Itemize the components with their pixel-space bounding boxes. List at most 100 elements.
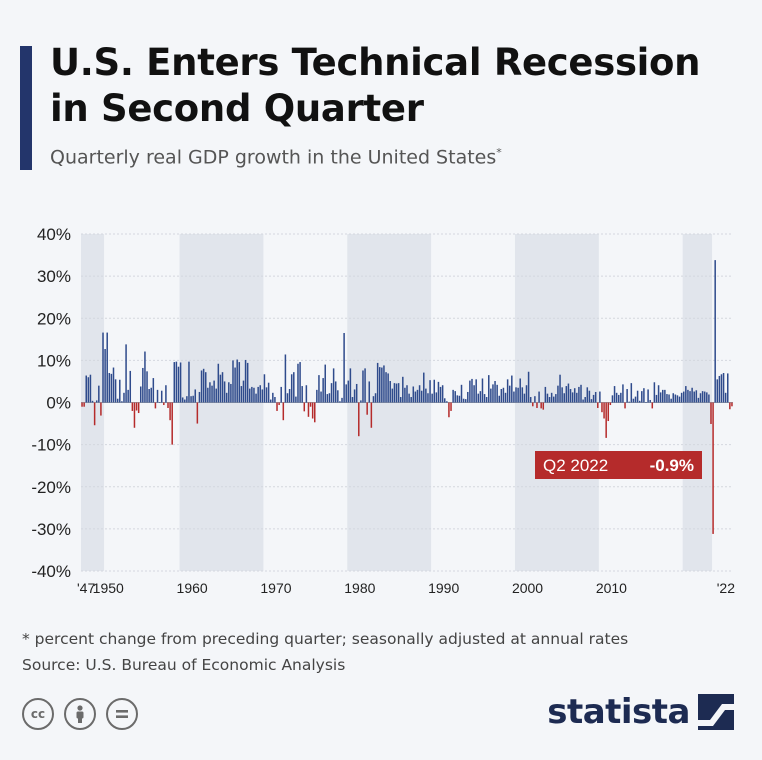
gdp-bar [93,402,96,426]
gdp-bar [724,392,727,403]
gdp-bar [332,368,335,403]
gdp-bar [257,386,259,403]
footnote-block: * percent change from preceding quarter;… [22,626,628,678]
gdp-bar [360,400,362,403]
gdp-bar [87,377,90,403]
gdp-bar [582,399,584,403]
license-icons: cc [22,698,138,730]
gdp-bar [561,387,563,403]
gdp-bar [106,332,108,403]
gdp-bar [202,368,205,403]
gdp-bar [299,362,301,403]
gdp-bar [83,402,85,407]
gdp-bar [284,354,287,403]
gdp-bar [544,386,547,403]
gdp-bar [624,402,626,409]
gdp-bar [163,402,165,406]
gdp-bar [192,395,194,403]
gdp-bar [244,359,247,403]
gdp-bar [523,393,526,403]
gdp-bar [98,385,100,403]
gdp-bar [341,397,343,403]
gdp-bar [389,381,391,403]
gdp-bar [133,402,136,428]
gdp-bar [668,394,670,403]
gdp-bar [678,396,681,403]
gdp-bar [167,402,169,408]
gdp-bar [190,396,192,403]
x-tick-label: '22 [717,580,735,596]
gdp-bar [146,371,148,403]
gdp-bar [576,392,578,403]
gdp-bar [288,389,291,403]
gdp-bar [699,393,702,403]
creative-commons-icon[interactable]: cc [22,698,54,730]
gdp-bar [399,397,402,403]
gdp-bar [276,402,278,411]
gdp-bar [100,402,102,416]
gdp-bar [563,393,565,403]
gdp-bar [494,381,496,403]
gdp-bar [534,396,536,403]
gdp-bar [701,391,704,403]
footnote-text: * percent change from preceding quarter;… [22,630,629,648]
gdp-bar [236,359,238,403]
gdp-bar [378,367,381,403]
gdp-bar [674,394,677,403]
gdp-bar [448,402,450,418]
gdp-bar [492,384,494,403]
gdp-bar [129,370,132,403]
gdp-bar [632,398,635,403]
gdp-bar [508,385,511,403]
gdp-bar [443,398,446,403]
gdp-bar [139,386,142,403]
y-tick-label: -20% [31,478,71,497]
x-tick-label: 2000 [512,580,543,596]
gdp-bar [538,391,540,403]
attribution-icon[interactable] [64,698,96,730]
gdp-bar [295,396,297,403]
gdp-bar [156,389,159,403]
gdp-bar [727,373,729,403]
no-derivatives-icon[interactable] [106,698,138,730]
gdp-bar [469,380,471,403]
gdp-bar [680,392,683,403]
gdp-bar [441,385,444,403]
gdp-bar [255,393,257,403]
gdp-bar [626,389,628,403]
gdp-bar [314,402,316,423]
gdp-bar [525,385,528,403]
gdp-bar [597,402,599,408]
title-accent-bar [20,46,32,170]
gdp-bar [578,386,580,403]
gdp-bar [158,402,161,403]
gdp-bar [592,394,595,403]
gdp-bar [485,397,488,403]
gdp-bar [263,374,266,403]
statista-logo[interactable]: statista [547,692,734,732]
gdp-bar [267,382,270,403]
gdp-bar [456,395,459,403]
gdp-bar [416,389,419,403]
gdp-bar [198,391,201,403]
gdp-bar [731,402,733,407]
gdp-bar [446,401,448,403]
gdp-bar [710,402,712,424]
gdp-bar [672,393,675,403]
chart-subtitle: Quarterly real GDP growth in the United … [50,146,502,168]
gdp-bar [280,386,282,403]
gdp-bar [565,386,568,403]
gdp-bar [278,402,280,406]
gdp-bar [636,390,639,403]
gdp-bar [116,398,119,403]
gdp-bar [112,367,115,403]
gdp-bar [479,391,482,403]
gdp-bar [246,362,249,403]
gdp-bar [573,388,576,403]
gdp-bar [437,381,440,403]
y-tick-label: 20% [37,309,71,328]
gdp-bar [464,399,467,403]
gdp-bar [265,387,268,403]
gdp-bar [219,374,222,403]
